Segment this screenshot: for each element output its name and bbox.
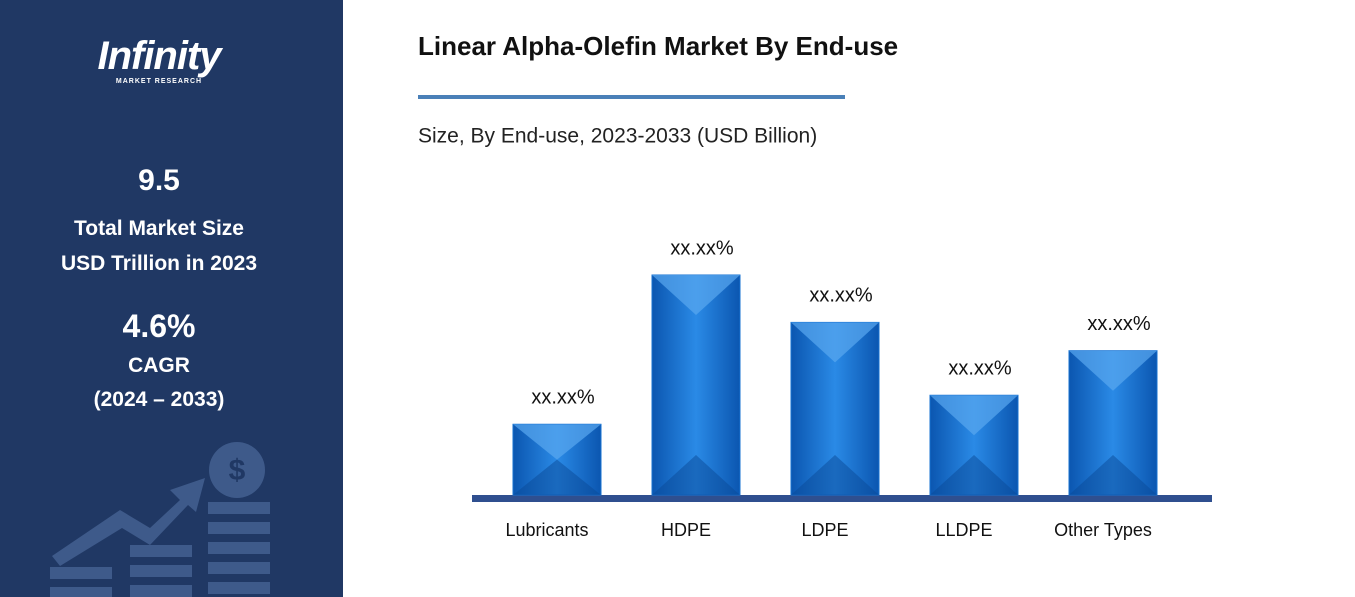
bar-bevel xyxy=(1069,350,1157,391)
logo: Infinity xyxy=(97,34,221,78)
bar-bevel xyxy=(791,322,879,363)
x-tick-label: HDPE xyxy=(661,520,711,540)
bar-bevel xyxy=(513,459,601,495)
dollar-sign: $ xyxy=(229,454,246,487)
logo-subtitle: MARKET RESEARCH xyxy=(115,78,203,85)
data-label: xx.xx% xyxy=(948,358,1012,380)
bar-bevel xyxy=(1069,455,1157,495)
bar-bevel xyxy=(652,455,740,495)
bar-bevel xyxy=(930,395,1018,436)
data-label: xx.xx% xyxy=(809,285,873,307)
data-label: xx.xx% xyxy=(1087,313,1151,335)
x-tick-label: LLDPE xyxy=(935,520,992,540)
chart-subtitle: Size, By End-use, 2023-2033 (USD Billion… xyxy=(418,125,817,148)
market-size: 9.5 xyxy=(138,164,180,197)
x-tick-label: Lubricants xyxy=(505,520,588,540)
bar-bevel xyxy=(930,455,1018,495)
market-size-label: Total Market Size xyxy=(74,217,244,240)
chart-title: Linear Alpha-Olefin Market By End-use xyxy=(418,31,898,61)
cagr-period: (2024 – 2033) xyxy=(93,388,225,411)
bar-bevel xyxy=(513,424,601,460)
x-tick-label: Other Types xyxy=(1054,520,1152,540)
sidebar-icon: $ xyxy=(50,442,270,597)
bar-bevel xyxy=(652,275,740,315)
data-label: xx.xx% xyxy=(670,237,734,259)
chart: Linear Alpha-Olefin Market By End-use Si… xyxy=(418,31,1212,540)
title-underline xyxy=(418,95,845,99)
cagr: 4.6% xyxy=(122,308,196,344)
bar-bevel xyxy=(791,455,879,495)
data-label: xx.xx% xyxy=(531,387,595,409)
x-tick-label: LDPE xyxy=(801,520,848,540)
baseline xyxy=(472,495,1212,502)
growth-icon xyxy=(50,442,270,597)
cagr-label: CAGR xyxy=(128,354,190,377)
market-size-label: USD Trillion in 2023 xyxy=(60,252,258,275)
sidebar: Infinity MARKET RESEARCH 9.5 Total Marke… xyxy=(0,0,343,597)
